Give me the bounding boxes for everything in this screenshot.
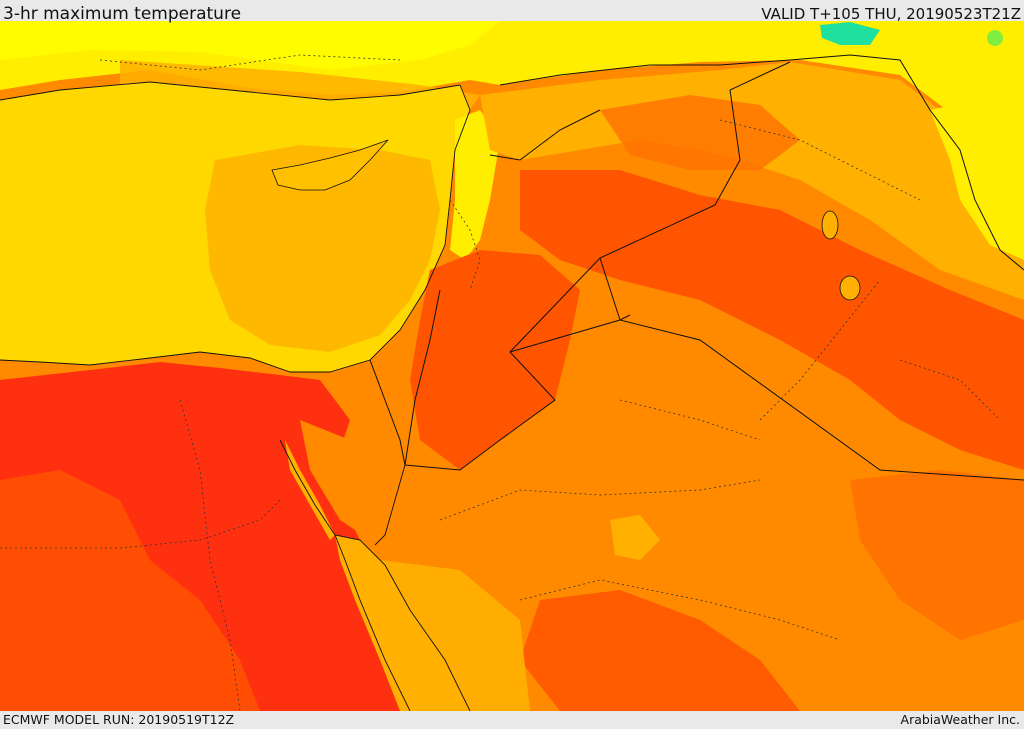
- egypt-orange-patch: [0, 470, 260, 711]
- model-run-label: ECMWF MODEL RUN: 20190519T12Z: [3, 712, 235, 727]
- lake-razzaza: [839, 275, 861, 301]
- east-med-amber: [205, 145, 440, 352]
- gulf-of-suez: [285, 440, 335, 540]
- red-sea: [335, 535, 470, 711]
- sinai-orange: [300, 420, 380, 540]
- high-elevation-green: [820, 22, 880, 45]
- levant-yellow: [450, 110, 500, 260]
- lake-tharthar: [821, 210, 839, 240]
- temperature-map: [0, 21, 1024, 711]
- syria-orange-patch: [600, 95, 800, 170]
- green-spot: [987, 30, 1003, 46]
- zagros-yellow-zone: [930, 90, 1024, 260]
- gulf-orange-patch: [850, 470, 1024, 640]
- footer-bar: ECMWF MODEL RUN: 20190519T12Z ArabiaWeat…: [0, 711, 1024, 729]
- credit-label: ArabiaWeather Inc.: [900, 712, 1020, 727]
- title-bar: 3-hr maximum temperature VALID T+105 THU…: [0, 0, 1024, 24]
- nafud-amber-patch: [610, 515, 660, 560]
- coastlines: [0, 81, 471, 711]
- jordan-deep-orange: [410, 250, 580, 470]
- hejaz-deep-orange: [520, 590, 800, 711]
- country-borders: [369, 54, 1024, 481]
- turkey-pale-zone: [0, 21, 500, 70]
- cyprus: [271, 139, 389, 191]
- iraq-deep-orange: [520, 170, 1024, 470]
- map-title: 3-hr maximum temperature: [3, 4, 242, 24]
- map-canvas: [0, 21, 1024, 711]
- admin-boundaries: [0, 54, 1001, 711]
- valid-time: VALID T+105 THU, 20190523T21Z: [761, 5, 1021, 23]
